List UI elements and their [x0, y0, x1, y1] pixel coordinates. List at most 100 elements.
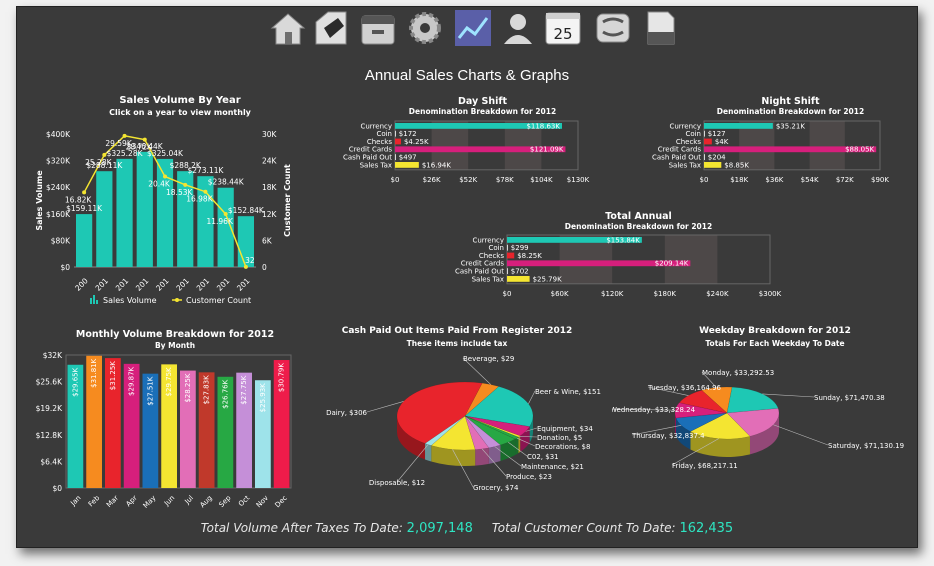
- pie-slice-label: Friday, $68,217.11: [672, 462, 738, 470]
- bar-value-label: $88.05K: [845, 146, 874, 154]
- month-bar: [86, 355, 102, 488]
- x-tick-label: Jul: [183, 494, 195, 506]
- pie-leader-line: [462, 357, 491, 385]
- bar-value-label: $29.87K: [128, 366, 136, 395]
- plot-area: [506, 234, 771, 285]
- pie-slice-label: Equipment, $34: [537, 425, 593, 433]
- chart-title-cash-paid-out: Cash Paid Out Items Paid From Register 2…: [341, 326, 573, 336]
- bar-value-label: $31.25K: [109, 361, 117, 390]
- denomination-bar: [395, 154, 396, 160]
- bar-value-label: $26.76K: [221, 379, 229, 408]
- pie-slice-side: [675, 413, 676, 437]
- chart-subtitle-sales-by-year: Click on a year to view monthly: [109, 108, 251, 117]
- category-label: Coin: [488, 244, 504, 252]
- y-tick-label: $0: [60, 263, 70, 272]
- pie-slice-label: Decorations, $8: [535, 443, 590, 451]
- y2-tick-label: 12K: [262, 210, 278, 219]
- bar-value-label: $30.79K: [278, 363, 286, 392]
- line-value-label: 11.96K: [206, 217, 233, 226]
- bar-value-label: $273.11K: [187, 166, 224, 175]
- denomination-bar: [704, 162, 722, 168]
- pie-leader-line: [762, 393, 815, 398]
- pie-leader-line: [631, 425, 682, 436]
- denomination-bar: [395, 130, 396, 137]
- x-tick-label: $130K: [567, 176, 590, 184]
- bar-value-label: $4.25K: [404, 138, 429, 146]
- pie-slice-label: Grocery, $74: [473, 484, 519, 492]
- user-icon[interactable]: [498, 8, 538, 48]
- chart-subtitle-monthly-volume: By Month: [154, 341, 196, 350]
- home-icon[interactable]: [268, 8, 308, 48]
- bar-value-label: $497: [399, 154, 417, 162]
- gear-icon[interactable]: [405, 8, 445, 48]
- line-value-label: 20.4K: [148, 180, 171, 189]
- denomination-bar: [395, 146, 566, 153]
- x-tick-label: $180K: [654, 290, 677, 298]
- x-tick-label: $300K: [759, 290, 782, 298]
- line-chart-icon[interactable]: [453, 8, 493, 48]
- pie-slice: [726, 386, 779, 414]
- pie-leader-line: [508, 442, 528, 457]
- plot-band: [739, 121, 775, 170]
- plot-area: [703, 120, 881, 171]
- pie-slice-side: [518, 435, 521, 454]
- y2-tick-label: 0: [262, 263, 267, 272]
- month-bar: [142, 373, 159, 488]
- customer-count-point: [122, 133, 127, 138]
- chart-title-monthly-volume: Monthly Volume Breakdown for 2012: [75, 329, 275, 340]
- line-value-label: 16.82K: [65, 195, 92, 204]
- pie-slice-label: Saturday, $71,130.19: [828, 442, 904, 450]
- chart-subtitle-day-shift: Denomination Breakdown for 2012: [408, 107, 557, 116]
- tag-icon[interactable]: [310, 8, 350, 48]
- chart-subtitle-weekday: Totals For Each Weekday To Date: [705, 339, 845, 348]
- x-tick-label: $120K: [601, 290, 624, 298]
- bar-value-label: $325.28K: [107, 149, 144, 158]
- category-label: Coin: [685, 130, 701, 138]
- denomination-bar: [395, 162, 419, 168]
- calendar-icon[interactable]: 25: [543, 8, 583, 48]
- month-bar: [180, 370, 196, 488]
- pie-slice-side: [475, 447, 489, 466]
- customer-count-point: [183, 182, 188, 187]
- day-shift-chart: Currency $118.63K Coin $172 Checks $4.25K Cred…: [343, 120, 590, 184]
- x-tick-label: 201: [195, 276, 212, 293]
- sales-by-year-chart[interactable]: Sales Volume Customer Count $0 $80K $160K $24…: [30, 120, 305, 310]
- bar-value-label: $209.14K: [655, 260, 689, 268]
- pie-slice-side: [488, 445, 501, 464]
- page-title: Annual Sales Charts & Graphs: [364, 67, 570, 84]
- month-bar: [255, 380, 271, 488]
- pie-leader-line: [528, 390, 536, 404]
- bar-value-label: $31.81K: [90, 358, 98, 387]
- pie-slice-side: [397, 416, 426, 460]
- y-tick-label: $32K: [43, 351, 63, 360]
- bar-value-label: $152.84K: [228, 206, 265, 215]
- pie-slice-label: Tuesday, $36,164.96: [647, 384, 722, 392]
- total-volume-value: 2,097,148: [406, 521, 473, 536]
- x-tick-label: 201: [94, 276, 111, 293]
- plot-area: [65, 354, 292, 489]
- bar-value-label: $27.83K: [203, 375, 211, 404]
- bar-value-label: $238.44K: [208, 178, 245, 187]
- bar-value-label: $288.2K: [170, 161, 202, 170]
- denomination-bar: [507, 276, 530, 282]
- category-label: Checks: [367, 138, 393, 146]
- pie-leader-line: [366, 401, 404, 413]
- year-bar: [116, 158, 133, 267]
- denomination-bar: [507, 237, 642, 243]
- x-tick-label: $54K: [801, 176, 819, 184]
- legend-bar-swatch: [96, 300, 98, 304]
- y-tick-label: $160K: [46, 210, 71, 219]
- bar-value-label: $29.65K: [71, 367, 79, 396]
- x-tick-label: 201: [134, 276, 151, 293]
- register-icon[interactable]: [358, 8, 398, 48]
- database-icon[interactable]: [593, 8, 633, 48]
- month-bar: [198, 372, 215, 488]
- bar-value-label: $159.11K: [66, 204, 103, 213]
- y2-tick-label: 18K: [262, 183, 278, 192]
- category-label: Sales Tax: [472, 275, 504, 283]
- pie-slice-label: Beer & Wine, $151: [535, 388, 601, 396]
- footer-totals: Total Volume After Taxes To Date: 2,097,…: [0, 521, 934, 536]
- monthly-volume-chart: $0 $6.4K $12.8K $19.2K $25.6K $32K $29.65K Jan $…: [36, 351, 292, 508]
- document-icon[interactable]: [640, 8, 680, 48]
- pie-slice: [689, 412, 751, 440]
